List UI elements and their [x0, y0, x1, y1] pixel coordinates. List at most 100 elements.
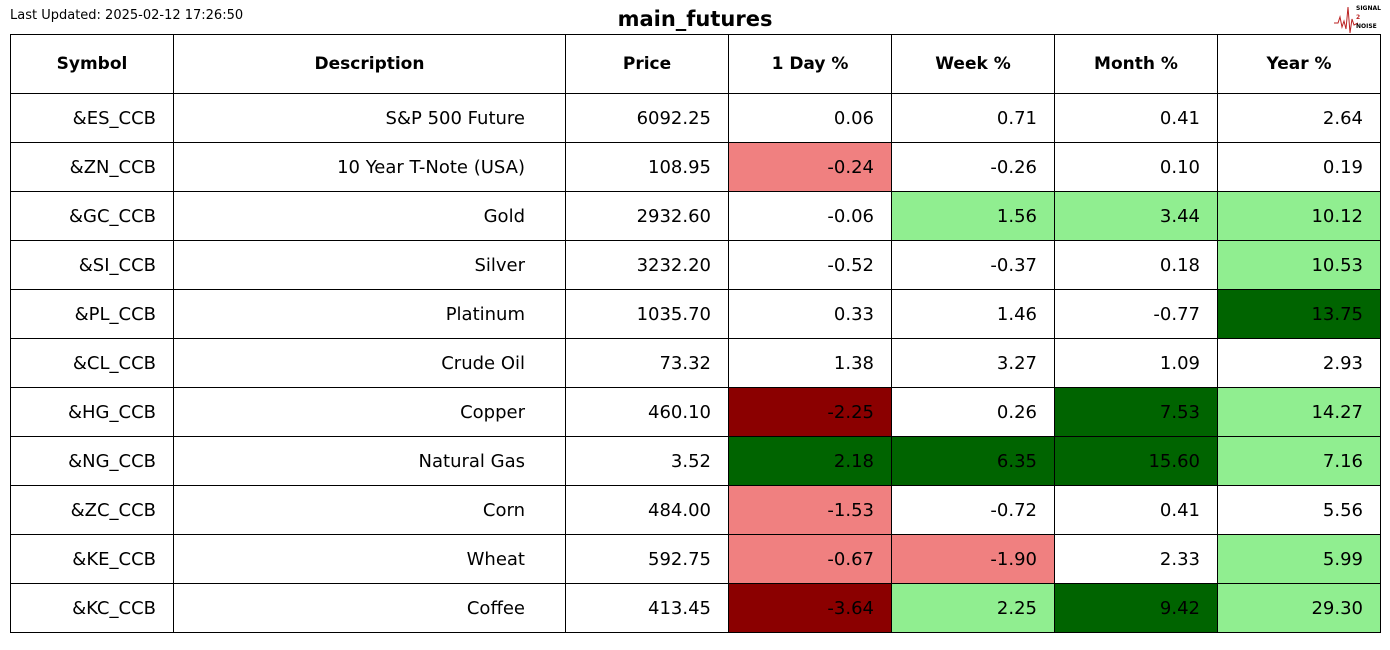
- cell: Silver: [173, 240, 566, 290]
- cell: &ZC_CCB: [10, 485, 174, 535]
- cell: 0.41: [1054, 485, 1218, 535]
- cell: Copper: [173, 387, 566, 437]
- cell: &CL_CCB: [10, 338, 174, 388]
- cell: 6.35: [891, 436, 1055, 486]
- cell: 1035.70: [565, 289, 729, 339]
- cell: -0.77: [1054, 289, 1218, 339]
- cell: 5.99: [1217, 534, 1381, 584]
- cell: 13.75: [1217, 289, 1381, 339]
- cell: 10 Year T-Note (USA): [173, 142, 566, 192]
- cell: 0.33: [728, 289, 892, 339]
- cell: 0.06: [728, 93, 892, 143]
- cell: 5.56: [1217, 485, 1381, 535]
- row: &NG_CCB Natural Gas 3.52 2.18 6.35 15.60 7.16: [10, 436, 1381, 486]
- cell: 0.26: [891, 387, 1055, 437]
- cell: &SI_CCB: [10, 240, 174, 290]
- cell: -1.90: [891, 534, 1055, 584]
- cell: 484.00: [565, 485, 729, 535]
- last-updated: Last Updated: 2025-02-12 17:26:50: [10, 8, 244, 23]
- row: &CL_CCB Crude Oil 73.32 1.38 3.27 1.09 2.93: [10, 338, 1381, 388]
- cell: -0.67: [728, 534, 892, 584]
- cell: -0.37: [891, 240, 1055, 290]
- cell: &HG_CCB: [10, 387, 174, 437]
- cell: 0.19: [1217, 142, 1381, 192]
- cell: Natural Gas: [173, 436, 566, 486]
- column-header: Symbol: [10, 34, 174, 94]
- cell: 10.53: [1217, 240, 1381, 290]
- cell: 2.93: [1217, 338, 1381, 388]
- cell: -0.24: [728, 142, 892, 192]
- cell: 2.18: [728, 436, 892, 486]
- cell: 15.60: [1054, 436, 1218, 486]
- cell: 1.38: [728, 338, 892, 388]
- header-row: Symbol Description Price 1 Day % Week % Month…: [10, 34, 1381, 94]
- row: &SI_CCB Silver 3232.20 -0.52 -0.37 0.18 10.53: [10, 240, 1381, 290]
- cell: -0.06: [728, 191, 892, 241]
- cell: &GC_CCB: [10, 191, 174, 241]
- row: &ZC_CCB Corn 484.00 -1.53 -0.72 0.41 5.56: [10, 485, 1381, 535]
- logo-text: 2: [1356, 14, 1361, 21]
- cell: -0.72: [891, 485, 1055, 535]
- column-header: Month %: [1054, 34, 1218, 94]
- cell: 9.42: [1054, 583, 1218, 633]
- cell: 460.10: [565, 387, 729, 437]
- cell: 6092.25: [565, 93, 729, 143]
- cell: 0.18: [1054, 240, 1218, 290]
- cell: &ES_CCB: [10, 93, 174, 143]
- cell: 1.46: [891, 289, 1055, 339]
- column-header: 1 Day %: [728, 34, 892, 94]
- row: &ES_CCB S&P 500 Future 6092.25 0.06 0.71 0.41…: [10, 93, 1381, 143]
- logo-text: SIGNAL: [1356, 5, 1381, 12]
- column-header: Description: [173, 34, 566, 94]
- cell: -2.25: [728, 387, 892, 437]
- cell: Wheat: [173, 534, 566, 584]
- cell: &ZN_CCB: [10, 142, 174, 192]
- cell: 2.25: [891, 583, 1055, 633]
- cell: 14.27: [1217, 387, 1381, 437]
- cell: 7.16: [1217, 436, 1381, 486]
- cell: &PL_CCB: [10, 289, 174, 339]
- cell: 1.09: [1054, 338, 1218, 388]
- cell: 108.95: [565, 142, 729, 192]
- title: main_futures: [617, 7, 773, 31]
- logo-text: NOISE: [1356, 23, 1377, 30]
- cell: 10.12: [1217, 191, 1381, 241]
- logo-wave: [1334, 6, 1358, 34]
- cell: 2.33: [1054, 534, 1218, 584]
- cell: S&P 500 Future: [173, 93, 566, 143]
- cell: 0.71: [891, 93, 1055, 143]
- column-header: Price: [565, 34, 729, 94]
- row: &GC_CCB Gold 2932.60 -0.06 1.56 3.44 10.12: [10, 191, 1381, 241]
- cell: 2932.60: [565, 191, 729, 241]
- cell: Crude Oil: [173, 338, 566, 388]
- cell: Gold: [173, 191, 566, 241]
- column-header: Year %: [1217, 34, 1381, 94]
- cell: 3.52: [565, 436, 729, 486]
- cell: &KE_CCB: [10, 534, 174, 584]
- cell: -0.26: [891, 142, 1055, 192]
- cell: Corn: [173, 485, 566, 535]
- cell: 3.27: [891, 338, 1055, 388]
- cell: Coffee: [173, 583, 566, 633]
- cell: -0.52: [728, 240, 892, 290]
- cell: &KC_CCB: [10, 583, 174, 633]
- cell: 2.64: [1217, 93, 1381, 143]
- futures-table: Symbol Description Price 1 Day % Week % Month…: [10, 34, 1381, 633]
- cell: 7.53: [1054, 387, 1218, 437]
- logo: SIGNAL 2 NOISE: [1334, 3, 1382, 35]
- cell: 3.44: [1054, 191, 1218, 241]
- cell: 592.75: [565, 534, 729, 584]
- cell: 3232.20: [565, 240, 729, 290]
- cell: 413.45: [565, 583, 729, 633]
- cell: Platinum: [173, 289, 566, 339]
- cell: 29.30: [1217, 583, 1381, 633]
- row: &PL_CCB Platinum 1035.70 0.33 1.46 -0.77 13.75: [10, 289, 1381, 339]
- cell: 1.56: [891, 191, 1055, 241]
- cell: 0.41: [1054, 93, 1218, 143]
- cell: -1.53: [728, 485, 892, 535]
- row: &KC_CCB Coffee 413.45 -3.64 2.25 9.42 29.30: [10, 583, 1381, 633]
- cell: -3.64: [728, 583, 892, 633]
- row: &ZN_CCB 10 Year T-Note (USA) 108.95 -0.24 -0…: [10, 142, 1381, 192]
- row: &HG_CCB Copper 460.10 -2.25 0.26 7.53 14.27: [10, 387, 1381, 437]
